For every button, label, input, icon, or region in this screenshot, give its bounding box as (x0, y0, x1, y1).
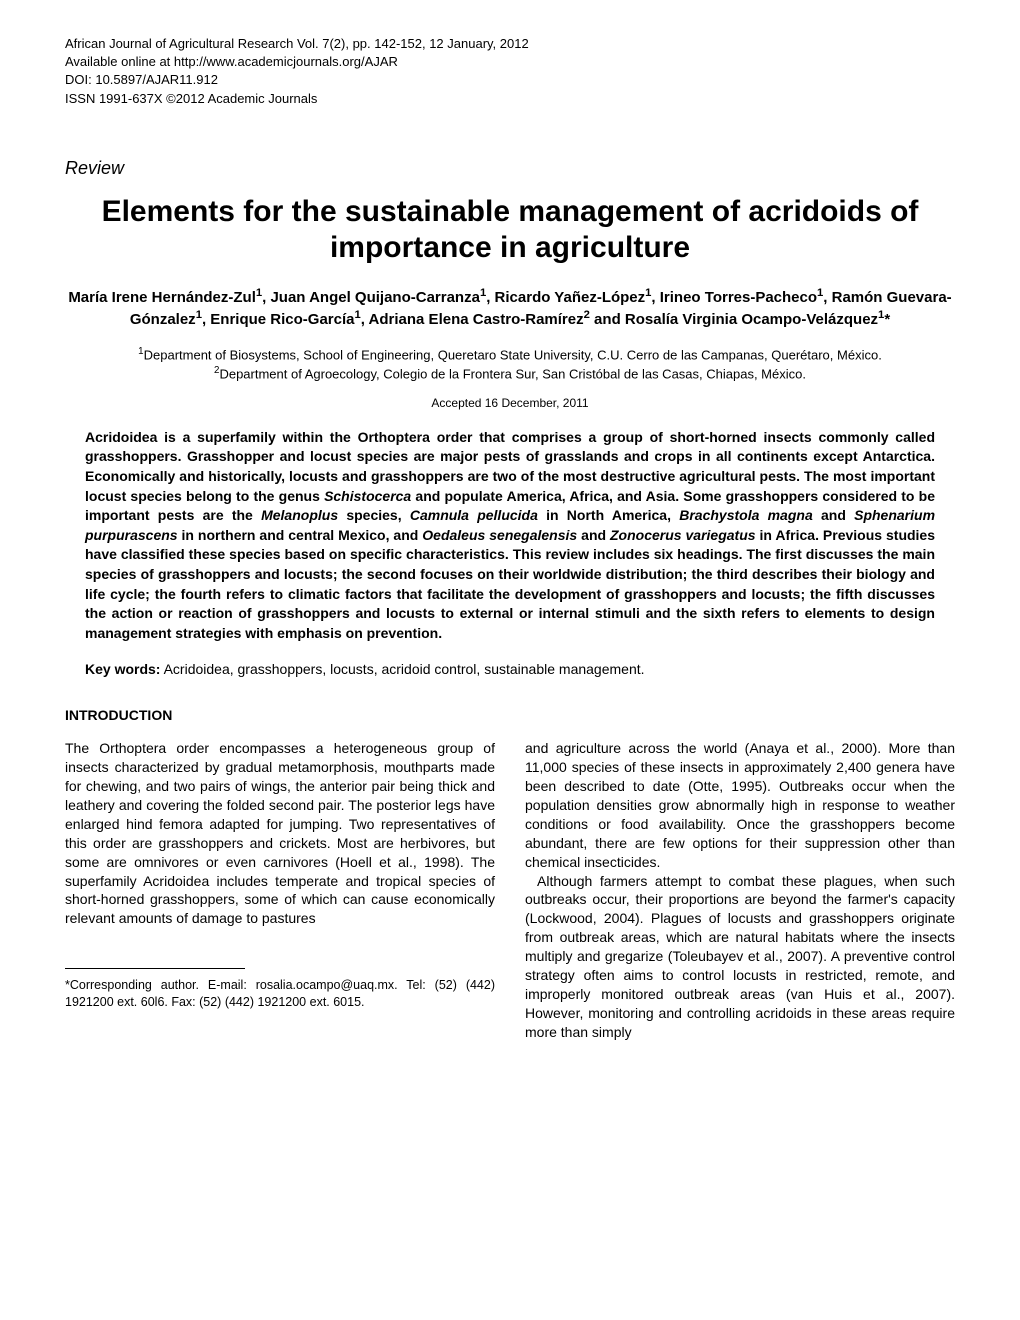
authors-list: María Irene Hernández-Zul1, Juan Angel Q… (65, 286, 955, 330)
keywords: Key words: Acridoidea, grasshoppers, loc… (85, 661, 935, 677)
keywords-label: Key words: (85, 661, 160, 677)
affiliations: 1Department of Biosystems, School of Eng… (65, 345, 955, 384)
keywords-text: Acridoidea, grasshoppers, locusts, acrid… (160, 661, 644, 677)
column-left: The Orthoptera order encompasses a heter… (65, 739, 495, 1041)
journal-url: Available online at http://www.academicj… (65, 53, 955, 71)
body-paragraph: and agriculture across the world (Anaya … (525, 739, 955, 871)
section-heading-introduction: INTRODUCTION (65, 707, 955, 723)
journal-citation: African Journal of Agricultural Research… (65, 35, 955, 53)
abstract: Acridoidea is a superfamily within the O… (85, 428, 935, 644)
journal-header: African Journal of Agricultural Research… (65, 35, 955, 108)
body-paragraph: Although farmers attempt to combat these… (525, 872, 955, 1042)
corresponding-author-footnote: *Corresponding author. E-mail: rosalia.o… (65, 977, 495, 1011)
article-type: Review (65, 158, 955, 179)
affiliation-2: 2Department of Agroecology, Colegio de l… (65, 364, 955, 384)
body-paragraph: The Orthoptera order encompasses a heter… (65, 739, 495, 928)
affiliation-1: 1Department of Biosystems, School of Eng… (65, 345, 955, 365)
footnote-divider (65, 968, 245, 969)
column-right: and agriculture across the world (Anaya … (525, 739, 955, 1041)
article-title: Elements for the sustainable management … (65, 194, 955, 266)
body-columns: The Orthoptera order encompasses a heter… (65, 739, 955, 1041)
journal-issn: ISSN 1991-637X ©2012 Academic Journals (65, 90, 955, 108)
journal-doi: DOI: 10.5897/AJAR11.912 (65, 71, 955, 89)
accepted-date: Accepted 16 December, 2011 (65, 396, 955, 410)
